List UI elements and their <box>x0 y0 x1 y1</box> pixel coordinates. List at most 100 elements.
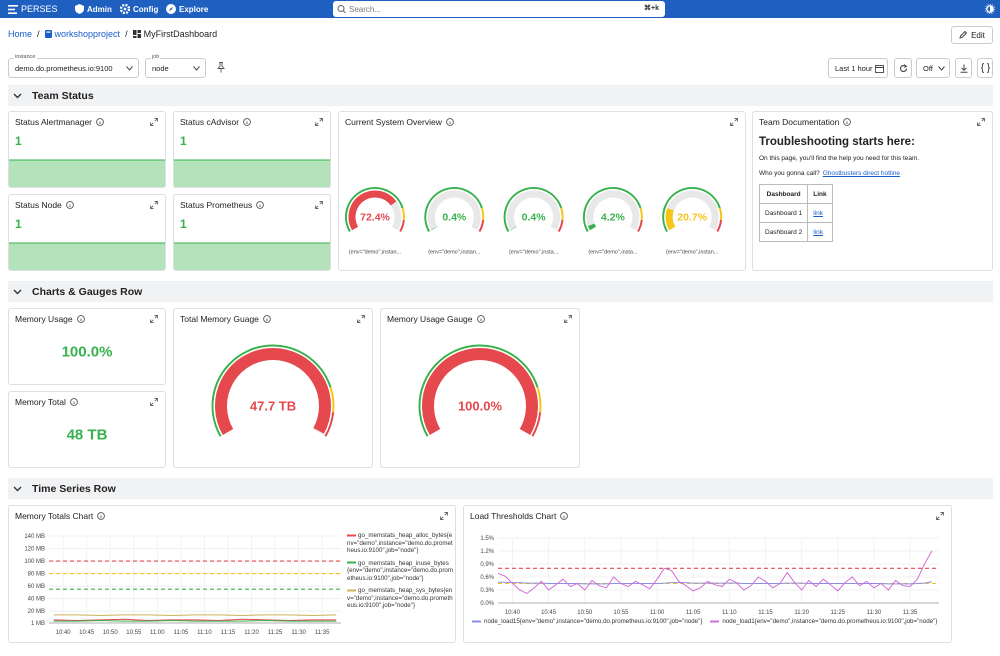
info-icon[interactable] <box>65 201 74 209</box>
nav-item: Explore <box>179 4 209 14</box>
panel-body: 1 MB 20 MB 40 MB 60 MB 80 MB 100 MB 120 MB 140 … <box>24 534 341 636</box>
row-header[interactable]: Team Status <box>8 85 993 106</box>
panel: 1 Status cAdvisor <box>173 111 331 188</box>
info-icon[interactable] <box>476 315 485 323</box>
nav-item: Admin <box>87 4 112 14</box>
info-icon[interactable] <box>243 118 251 126</box>
panel-body: 100.0%{env="demo",instance="demo.do.prom… <box>418 344 542 437</box>
refresh-button[interactable] <box>894 58 912 78</box>
expand-icon[interactable] <box>150 118 158 126</box>
y-tick-label: 0.0% <box>480 601 494 607</box>
download-icon <box>960 64 967 73</box>
braces-icon <box>980 63 990 73</box>
expand-arrows <box>315 118 323 126</box>
md-cell: link <box>807 222 833 242</box>
expand-icon[interactable] <box>150 201 158 209</box>
panel-header: Memory Usage Gauge <box>387 314 485 324</box>
md-cell-link[interactable]: link <box>813 209 823 217</box>
gauge-track <box>586 190 640 231</box>
gauge-threshold <box>536 386 542 413</box>
variable-instance[interactable]: instance demo.do.prometheus.io:9100 <box>8 54 139 78</box>
download-button[interactable] <box>955 58 972 78</box>
info-icon[interactable] <box>76 315 85 323</box>
y-tick-label: 40 MB <box>28 597 45 603</box>
variable-job[interactable]: job node <box>145 54 206 78</box>
info-icon[interactable] <box>97 512 106 520</box>
panel-header: Current System Overview <box>345 117 454 127</box>
row-chevron <box>13 93 22 98</box>
expand-icon[interactable] <box>977 118 985 126</box>
chevron <box>938 66 945 71</box>
expand-icon[interactable] <box>150 398 158 406</box>
brand[interactable]: PERSES <box>8 0 58 18</box>
y-tick-label: 120 MB <box>24 547 45 553</box>
legend-item[interactable]: node_load1{env="demo",instance="demo.do.… <box>710 618 937 626</box>
info-icon[interactable] <box>70 398 78 406</box>
x-tick-label: 10:55 <box>126 630 142 636</box>
x-tick-label: 11:35 <box>315 630 330 636</box>
expand-arrows <box>440 512 448 520</box>
legend-item[interactable]: node_load15{env="demo",instance="demo.do… <box>472 618 702 626</box>
md-cell-link[interactable]: link <box>813 228 823 236</box>
panel-header: Load Thresholds Chart <box>470 511 569 521</box>
info-circle <box>445 118 454 126</box>
row-header[interactable]: Time Series Row <box>8 478 993 499</box>
expand-icon[interactable] <box>315 201 323 209</box>
expand-icon[interactable] <box>150 315 158 323</box>
crumb-separator: / <box>125 29 128 39</box>
search-icon <box>337 4 346 14</box>
json-button[interactable] <box>977 58 993 78</box>
nav-explore[interactable]: Explore <box>166 0 208 18</box>
expand-icon[interactable] <box>730 118 738 126</box>
gauge-label: {env="demo",instan... <box>666 250 719 256</box>
legend-label: go_memstats_heap_inuse_bytes{env="demo",… <box>347 559 453 582</box>
gauge-value: 72.4% <box>360 212 390 224</box>
pin-button[interactable] <box>217 62 225 73</box>
time-range: Last 1 hour <box>835 63 873 73</box>
time-range-picker[interactable]: Last 1 hour <box>828 58 888 78</box>
expand-arrows <box>936 512 944 520</box>
x-tick-label: 11:25 <box>830 610 845 616</box>
gauge-threshold <box>399 219 405 232</box>
legend-item[interactable]: go_memstats_heap_inuse_bytes{env="demo",… <box>347 560 453 583</box>
expand-icon[interactable] <box>564 315 572 323</box>
info-circle <box>70 398 78 406</box>
search-shortcut: ⌘+k <box>644 5 659 12</box>
expand-icon[interactable] <box>936 512 944 520</box>
gauge-fill <box>665 208 676 231</box>
info-icon[interactable] <box>560 512 569 520</box>
chevron <box>126 66 133 71</box>
crumb-project[interactable]: workshopproject <box>54 29 121 39</box>
edit-button[interactable]: Edit <box>951 26 993 44</box>
row-header[interactable]: Charts & Gauges Row <box>8 281 993 302</box>
row-title: Team Status <box>32 89 94 102</box>
info-icon[interactable] <box>256 201 265 209</box>
info-icon[interactable] <box>263 315 271 323</box>
theme-toggle[interactable] <box>985 4 995 14</box>
refresh-interval[interactable]: Off <box>916 58 950 78</box>
md-row: Dashboard 1 link <box>758 203 833 223</box>
y-tick-label: 100 MB <box>24 559 45 565</box>
stat-value: 1 <box>180 217 187 231</box>
panel: 1 MB 20 MB 40 MB 60 MB 80 MB 100 MB 120 MB 140 … <box>8 505 456 643</box>
expand-icon[interactable] <box>357 315 365 323</box>
expand-icon[interactable] <box>440 512 448 520</box>
info-icon[interactable] <box>445 118 454 126</box>
md-link[interactable]: Ghostbusters direct hotline <box>822 170 901 177</box>
nav-config[interactable]: Config <box>120 0 158 18</box>
nav-admin[interactable]: Admin <box>75 0 112 18</box>
expand-icon[interactable] <box>315 118 323 126</box>
crumb-home[interactable]: Home <box>8 29 33 39</box>
y-tick-label: 0.6% <box>480 575 494 581</box>
info-icon[interactable] <box>96 118 104 126</box>
legend-item[interactable]: go_memstats_heap_sys_bytes{env="demo",in… <box>347 587 453 610</box>
nav-item: Config <box>133 4 159 14</box>
legend-item[interactable]: go_memstats_heap_alloc_bytes{env="demo",… <box>347 532 453 555</box>
expand-arrows <box>730 118 738 126</box>
panel-header: Total Memory Guage <box>180 314 271 324</box>
dashboard-icon <box>132 30 141 38</box>
info-icon[interactable] <box>843 118 852 126</box>
info-circle <box>243 118 251 126</box>
search-box[interactable]: Search... ⌘+k <box>333 1 665 17</box>
